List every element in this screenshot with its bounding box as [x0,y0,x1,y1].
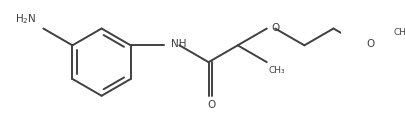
Text: H$_2$N: H$_2$N [15,12,36,26]
Text: NH: NH [171,39,187,49]
Text: CH₃: CH₃ [269,66,285,75]
Text: O: O [366,39,374,49]
Text: O: O [272,23,280,33]
Text: CH₃: CH₃ [393,28,405,37]
Text: O: O [208,100,216,110]
